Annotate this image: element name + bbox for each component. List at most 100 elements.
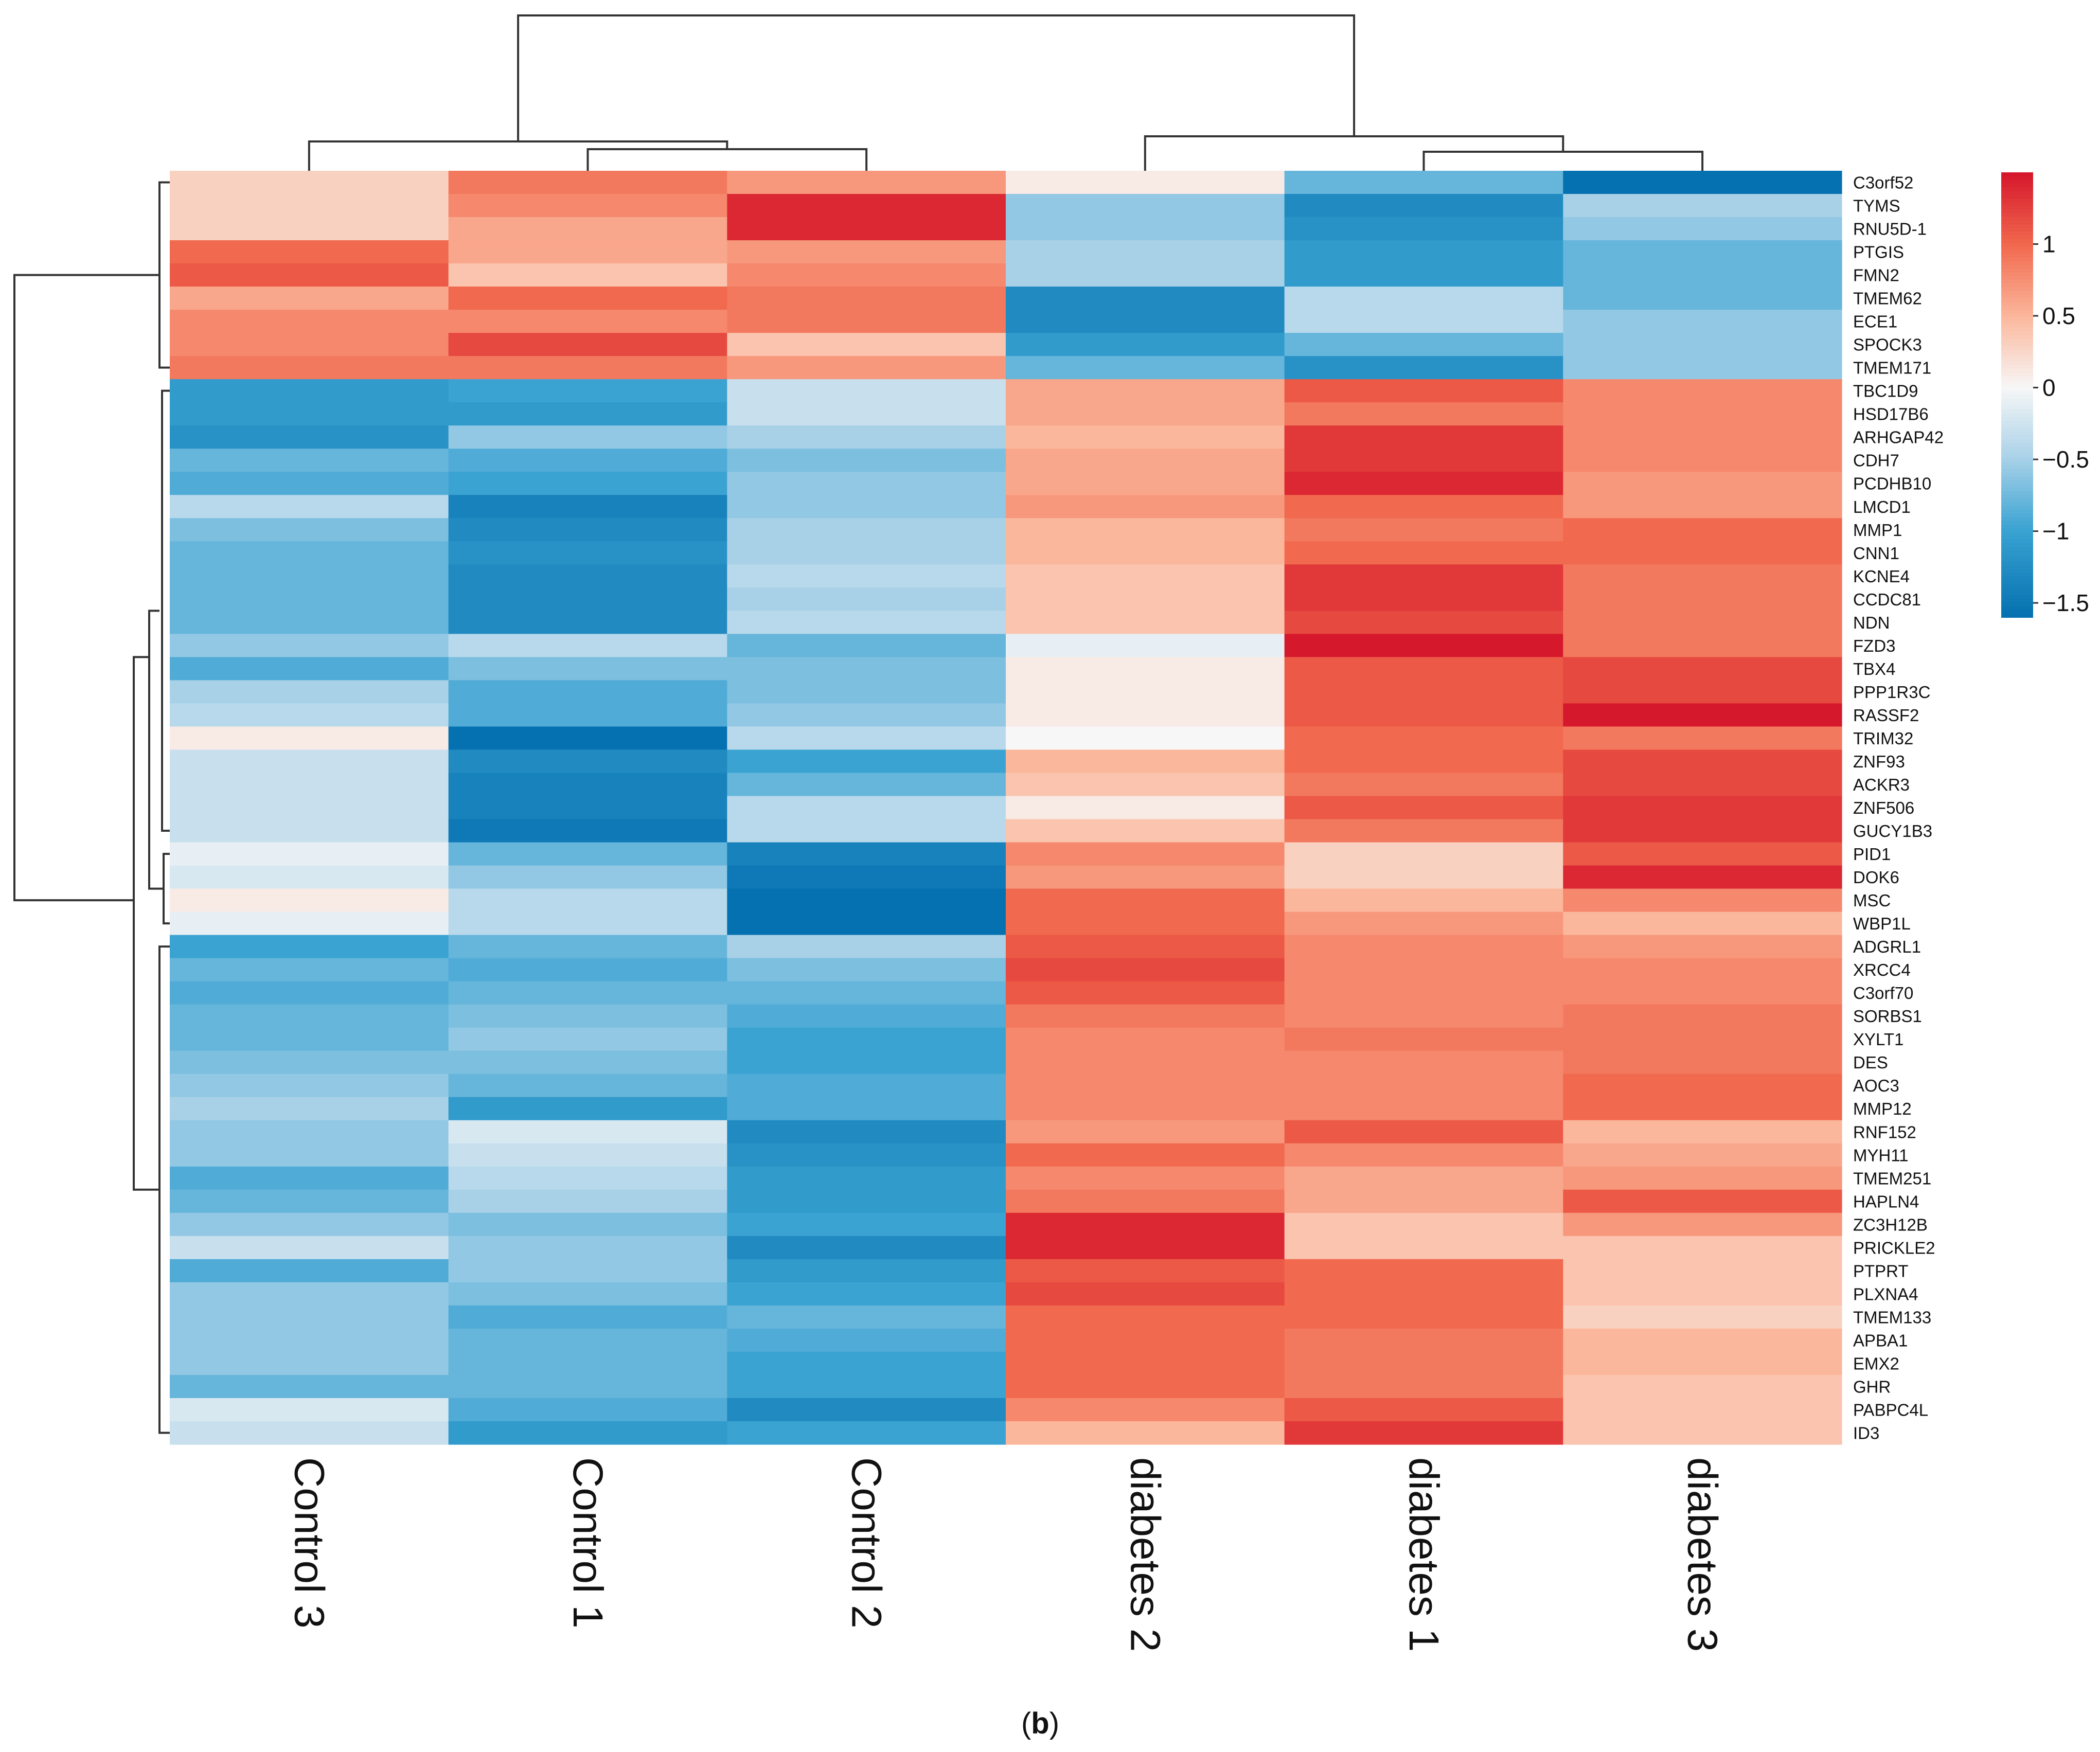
heatmap-cell <box>1284 796 1563 820</box>
legend-gradient-step <box>2001 598 2033 603</box>
legend-gradient-step <box>2001 250 2033 255</box>
heatmap-cell <box>1284 402 1563 426</box>
heatmap-cell <box>1006 703 1285 727</box>
heatmap-cell <box>1563 171 1842 194</box>
legend-tick-label: −1 <box>2042 518 2069 545</box>
caption-letter: b <box>1031 1707 1049 1740</box>
row-label: PTPRT <box>1853 1261 1909 1280</box>
heatmap-cell <box>727 356 1006 380</box>
row-label: CNN1 <box>1853 544 1899 563</box>
legend-gradient-step <box>2001 324 2033 329</box>
row-label: PABPC4L <box>1853 1401 1928 1420</box>
legend-gradient-step <box>2001 413 2033 418</box>
row-label: PCDHB10 <box>1853 474 1931 493</box>
legend-gradient-step <box>2001 472 2033 477</box>
row-label: TMEM251 <box>1853 1169 1931 1188</box>
row-label: FZD3 <box>1853 636 1896 655</box>
legend-gradient-step <box>2001 543 2033 548</box>
heatmap-cell <box>727 1398 1006 1422</box>
legend-gradient-step <box>2001 217 2033 221</box>
legend-gradient-step <box>2001 320 2033 325</box>
heatmap-cell <box>1563 1282 1842 1306</box>
legend-gradient-step <box>2001 558 2033 562</box>
heatmap-cell <box>1006 1097 1285 1121</box>
legend-gradient-step <box>2001 265 2033 270</box>
heatmap-cell <box>170 379 449 403</box>
heatmap-cell <box>1563 1004 1842 1028</box>
heatmap-cell <box>448 425 727 449</box>
heatmap-cell <box>170 981 449 1005</box>
legend-tick-label: 0.5 <box>2042 302 2075 329</box>
heatmap-cell <box>448 1305 727 1329</box>
legend-gradient-step <box>2001 391 2033 396</box>
heatmap-cell <box>1006 911 1285 936</box>
heatmap-cell <box>727 1236 1006 1260</box>
heatmap-cell <box>1284 171 1563 194</box>
heatmap-cell <box>1563 379 1842 403</box>
legend-gradient-step <box>2001 272 2033 277</box>
heatmap-cell <box>1006 1374 1285 1399</box>
legend-gradient-step <box>2001 498 2033 503</box>
heatmap-cell <box>448 634 727 657</box>
legend-gradient-step <box>2001 561 2033 566</box>
heatmap-cell <box>1563 1074 1842 1098</box>
legend-gradient-step <box>2001 402 2033 407</box>
legend-gradient-step <box>2001 409 2033 414</box>
legend-gradient-step <box>2001 424 2033 429</box>
heatmap-cell <box>1563 1259 1842 1283</box>
row-label: CCDC81 <box>1853 590 1921 609</box>
heatmap-cell <box>1284 680 1563 704</box>
heatmap-cell <box>1284 1398 1563 1422</box>
legend-gradient-step <box>2001 335 2033 340</box>
heatmap-cell <box>727 935 1006 959</box>
heatmap-cell <box>448 703 727 727</box>
heatmap-cell <box>1563 402 1842 426</box>
heatmap-cell <box>1284 449 1563 472</box>
heatmap-cell <box>727 703 1006 727</box>
heatmap-cell <box>727 680 1006 704</box>
dendrogram-branch <box>133 656 159 1191</box>
heatmap-cell <box>727 472 1006 495</box>
heatmap-cell <box>448 958 727 982</box>
heatmap-cell <box>448 1328 727 1352</box>
row-label: PPP1R3C <box>1853 683 1930 702</box>
legend-gradient-step <box>2001 476 2033 481</box>
legend-gradient-step <box>2001 291 2033 295</box>
legend-gradient-step <box>2001 346 2033 351</box>
legend-gradient-step <box>2001 383 2033 388</box>
heatmap-cell <box>727 1374 1006 1399</box>
heatmap-cell <box>1563 1027 1842 1051</box>
legend-gradient-step <box>2001 343 2033 347</box>
heatmap-cell <box>170 1259 449 1283</box>
heatmap-cell <box>1006 1027 1285 1051</box>
heatmap-cell <box>448 1236 727 1260</box>
heatmap-cell <box>1284 333 1563 356</box>
row-label: ZC3H12B <box>1853 1215 1928 1234</box>
row-label: AOC3 <box>1853 1076 1899 1095</box>
legend-gradient-step <box>2001 224 2033 229</box>
heatmap-cell <box>727 402 1006 426</box>
legend-gradient-step <box>2001 213 2033 218</box>
heatmap-cell <box>727 1143 1006 1167</box>
legend-gradient-step <box>2001 602 2033 607</box>
heatmap-cell <box>727 1050 1006 1075</box>
heatmap-cell <box>1006 217 1285 241</box>
heatmap-cell <box>727 981 1006 1005</box>
dendrogram-branch <box>517 14 1356 141</box>
heatmap-cell <box>727 634 1006 657</box>
legend-gradient-step <box>2001 417 2033 421</box>
heatmap-cell <box>1563 749 1842 774</box>
heatmap-cell <box>727 726 1006 750</box>
heatmap-cell <box>727 240 1006 264</box>
heatmap-cell <box>727 773 1006 797</box>
heatmap-cell <box>1284 356 1563 380</box>
heatmap-cell <box>727 911 1006 936</box>
row-labels: C3orf52 TYMS RNU5D-1 PTGIS FMN2 TMEM62 ECE1 SPO… <box>1853 173 1944 1443</box>
heatmap-cell <box>1563 911 1842 936</box>
legend-gradient-step <box>2001 350 2033 355</box>
heatmap-cell <box>448 240 727 264</box>
legend-gradient-step <box>2001 406 2033 410</box>
heatmap-cell <box>448 1374 727 1399</box>
legend-gradient-step <box>2001 539 2033 544</box>
